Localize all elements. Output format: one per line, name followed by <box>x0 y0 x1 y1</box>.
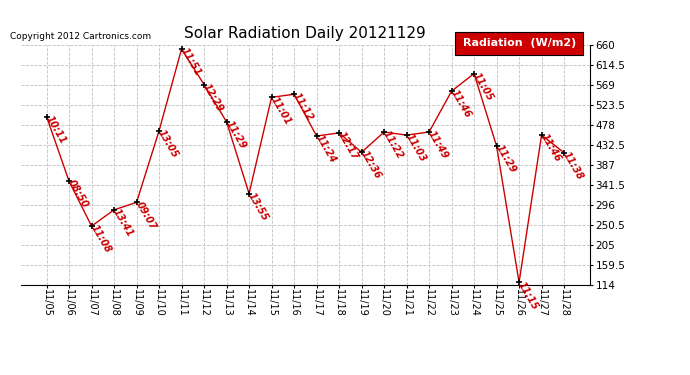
Text: 11:01: 11:01 <box>268 94 293 126</box>
Text: 08:50: 08:50 <box>66 178 90 210</box>
Text: 11:05: 11:05 <box>471 71 495 102</box>
Text: Copyright 2012 Cartronics.com: Copyright 2012 Cartronics.com <box>10 32 152 41</box>
Text: 11:29: 11:29 <box>493 143 518 175</box>
Text: 13:05: 13:05 <box>156 128 180 160</box>
Text: 11:15: 11:15 <box>516 280 540 311</box>
Text: 11:49: 11:49 <box>426 129 450 161</box>
Text: 12:29: 12:29 <box>201 82 225 114</box>
Text: 11:22: 11:22 <box>381 129 405 161</box>
Title: Solar Radiation Daily 20121129: Solar Radiation Daily 20121129 <box>184 26 426 41</box>
Text: 11:12: 11:12 <box>291 92 315 123</box>
Text: 13:41: 13:41 <box>111 207 135 239</box>
Text: 09:07: 09:07 <box>133 200 157 231</box>
Text: 11:08: 11:08 <box>88 224 112 255</box>
Text: 11:29: 11:29 <box>224 119 248 151</box>
Text: 11:51: 11:51 <box>179 46 203 78</box>
Text: 11:46: 11:46 <box>538 132 562 164</box>
Text: 12:17: 12:17 <box>336 130 360 162</box>
Text: 12:36: 12:36 <box>359 150 382 181</box>
Text: 11:38: 11:38 <box>561 150 585 182</box>
Text: 11:24: 11:24 <box>313 133 337 165</box>
Text: 11:46: 11:46 <box>448 88 473 120</box>
Text: 13:55: 13:55 <box>246 191 270 222</box>
Text: 11:03: 11:03 <box>404 132 428 164</box>
Text: Radiation  (W/m2): Radiation (W/m2) <box>462 39 576 48</box>
Text: 10:11: 10:11 <box>43 114 68 146</box>
